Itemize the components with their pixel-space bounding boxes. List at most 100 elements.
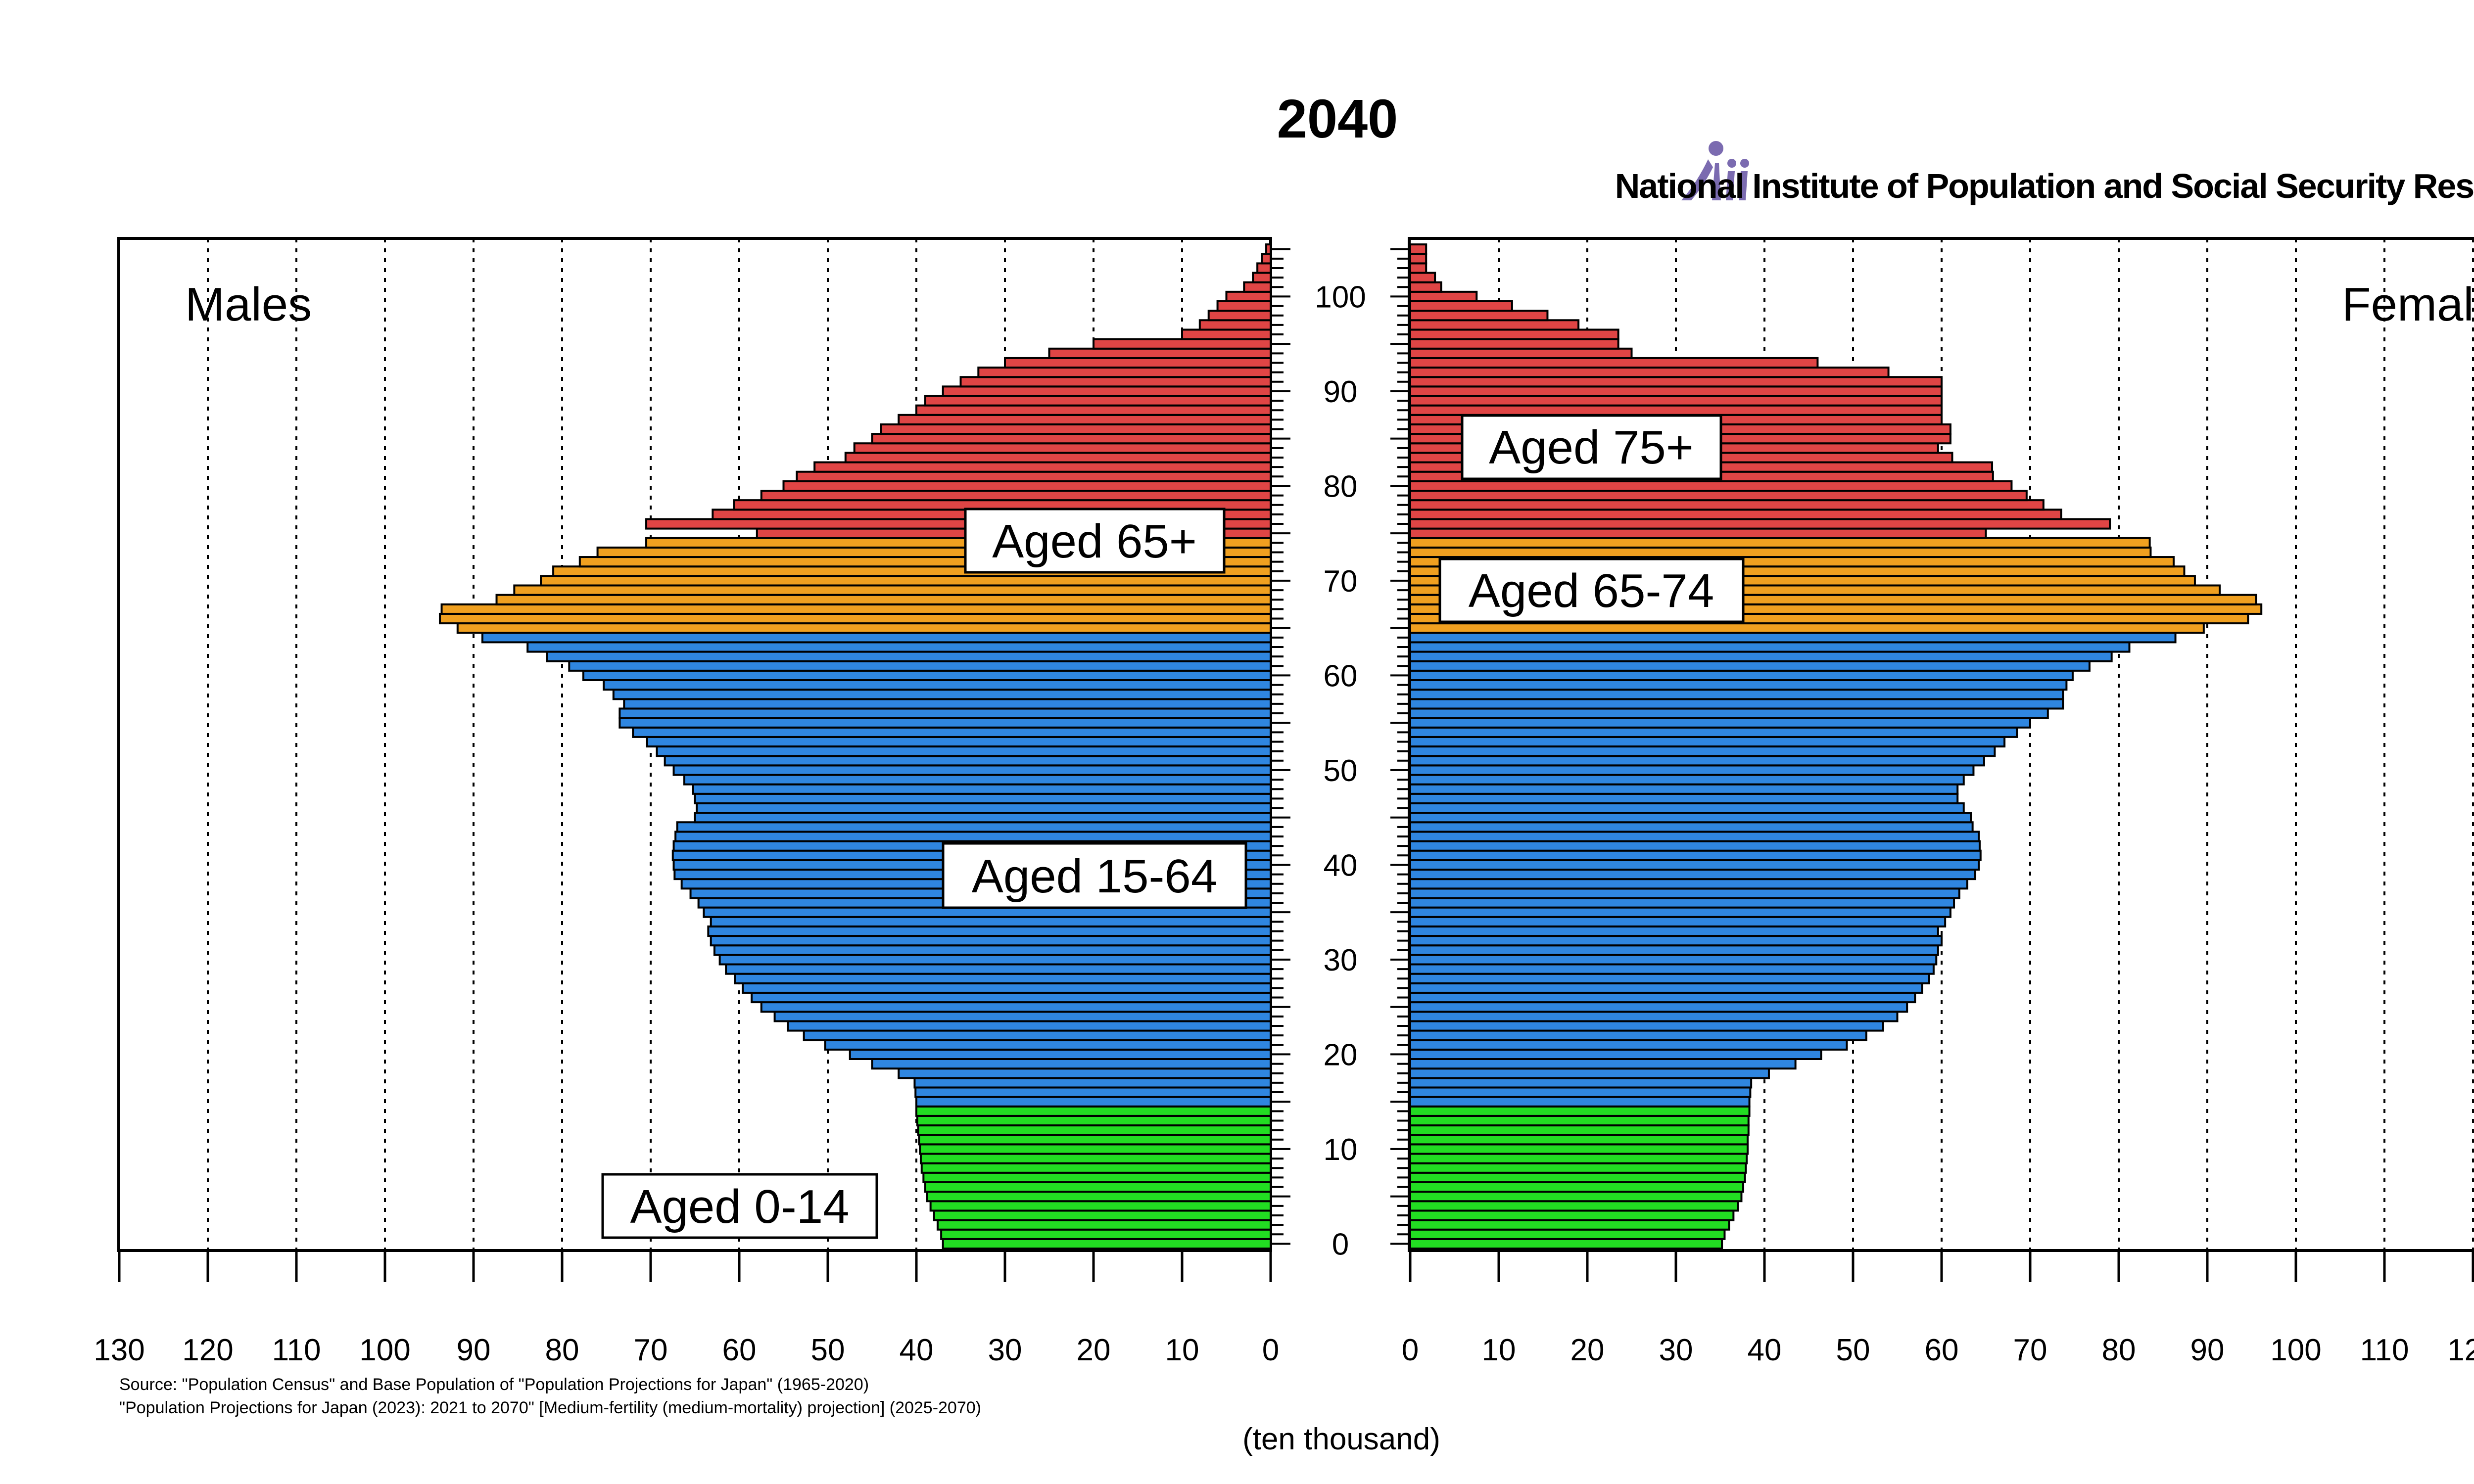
male-bar xyxy=(871,1058,1272,1070)
male-bar xyxy=(1256,262,1272,274)
female-x-tick-label: 80 xyxy=(2102,1333,2136,1367)
male-bar xyxy=(664,755,1272,767)
male-bar xyxy=(915,1105,1272,1117)
female-bar xyxy=(1409,679,2068,691)
male-bar xyxy=(456,622,1272,634)
female-bar xyxy=(1409,954,1938,966)
female-x-tick-label: 120 xyxy=(2447,1333,2474,1367)
female-bar xyxy=(1409,290,1478,302)
age-tick-label: 30 xyxy=(1324,943,1358,977)
female-bar xyxy=(1409,537,2151,549)
female-bar xyxy=(1409,916,1947,928)
female-bar xyxy=(1409,385,1943,397)
female-bar xyxy=(1409,792,1959,804)
label-aged-75-plus: Aged 75+ xyxy=(1461,414,1722,480)
male-bar xyxy=(915,404,1272,416)
female-bar xyxy=(1409,253,1427,265)
female-bar xyxy=(1409,641,2131,653)
male-x-tick-label: 60 xyxy=(722,1333,757,1367)
female-bar xyxy=(1409,840,1981,852)
male-bar xyxy=(612,689,1272,700)
female-bar xyxy=(1409,1039,1848,1051)
male-bar xyxy=(1216,300,1272,312)
male-bar xyxy=(683,774,1272,786)
age-tick-label: 0 xyxy=(1332,1227,1349,1261)
female-bar xyxy=(1409,1209,1735,1221)
female-bar xyxy=(1409,1029,1867,1041)
label-aged-15-64: Aged 15-64 xyxy=(942,842,1247,909)
male-bar xyxy=(773,1011,1272,1022)
label-aged-0-14: Aged 0-14 xyxy=(601,1173,878,1239)
male-bar xyxy=(918,1134,1272,1146)
male-bar xyxy=(898,1067,1272,1079)
male-x-tick-label: 30 xyxy=(988,1333,1022,1367)
svg-text:Aged 65-74: Aged 65-74 xyxy=(1469,564,1714,617)
female-bar xyxy=(1409,509,2062,520)
male-bar xyxy=(1093,338,1272,350)
chart-title: 2040 xyxy=(1277,89,1398,149)
age-tick-label: 40 xyxy=(1324,848,1358,882)
female-x-tick-label: 30 xyxy=(1659,1333,1693,1367)
female-x-tick-label: 20 xyxy=(1570,1333,1605,1367)
female-bar xyxy=(1409,745,1996,757)
label-aged-65-plus: Aged 65+ xyxy=(964,508,1226,574)
male-bar xyxy=(824,1039,1272,1051)
female-bar xyxy=(1409,243,1427,255)
male-x-tick-label: 130 xyxy=(94,1333,144,1367)
female-bar xyxy=(1409,1162,1747,1174)
male-bar xyxy=(713,944,1272,956)
female-bar xyxy=(1409,906,1951,918)
female-bar xyxy=(1409,1124,1750,1136)
male-bar xyxy=(871,433,1272,445)
female-bar xyxy=(1409,878,1968,890)
male-bar xyxy=(718,954,1272,966)
svg-text:Aged 65+: Aged 65+ xyxy=(992,515,1197,568)
female-bar xyxy=(1409,982,1923,994)
male-bar xyxy=(914,1086,1272,1098)
male-bar xyxy=(796,470,1272,482)
female-bar xyxy=(1409,490,2028,502)
female-bar xyxy=(1409,1001,1908,1013)
male-x-tick-label: 110 xyxy=(272,1333,321,1367)
male-bar xyxy=(710,916,1272,928)
female-bar xyxy=(1409,527,1987,539)
female-bars xyxy=(1409,243,2263,1250)
female-bar xyxy=(1409,395,1943,407)
male-bar xyxy=(844,452,1272,464)
male-bar xyxy=(618,707,1272,719)
male-bar xyxy=(1207,310,1272,322)
female-bar xyxy=(1409,632,2177,644)
male-bar xyxy=(495,594,1272,605)
age-tick-label: 20 xyxy=(1324,1038,1358,1072)
female-x-tick-label: 40 xyxy=(1748,1333,1782,1367)
male-bar xyxy=(513,584,1272,596)
male-bar xyxy=(440,603,1272,615)
female-x-tick-label: 60 xyxy=(1925,1333,1959,1367)
male-bar xyxy=(1261,253,1272,265)
male-bar xyxy=(803,1029,1272,1041)
female-bar xyxy=(1409,1134,1749,1146)
male-x-tick-label: 120 xyxy=(182,1333,233,1367)
female-bar xyxy=(1409,1077,1753,1089)
age-tick-label: 70 xyxy=(1324,564,1358,599)
female-bar xyxy=(1409,1067,1770,1079)
female-bar xyxy=(1409,698,2064,710)
male-bar xyxy=(922,1171,1272,1183)
male-bar xyxy=(696,802,1272,814)
male-x-tick-label: 0 xyxy=(1262,1333,1279,1367)
female-bar xyxy=(1409,319,1580,331)
male-bar xyxy=(919,1143,1272,1155)
male-bar xyxy=(940,1228,1272,1240)
male-bar xyxy=(692,783,1272,795)
female-bar xyxy=(1409,1105,1751,1117)
female-bar xyxy=(1409,783,1959,795)
male-bar xyxy=(618,717,1272,729)
female-bar xyxy=(1409,272,1436,283)
females-label: Females xyxy=(2342,278,2474,331)
male-bar xyxy=(1243,281,1272,293)
male-bar xyxy=(674,831,1272,842)
nipssr-logo: National Institute of Population and Soc… xyxy=(1615,141,2474,205)
male-bar xyxy=(694,792,1272,804)
male-bar xyxy=(481,632,1272,644)
female-bar xyxy=(1409,812,1972,824)
